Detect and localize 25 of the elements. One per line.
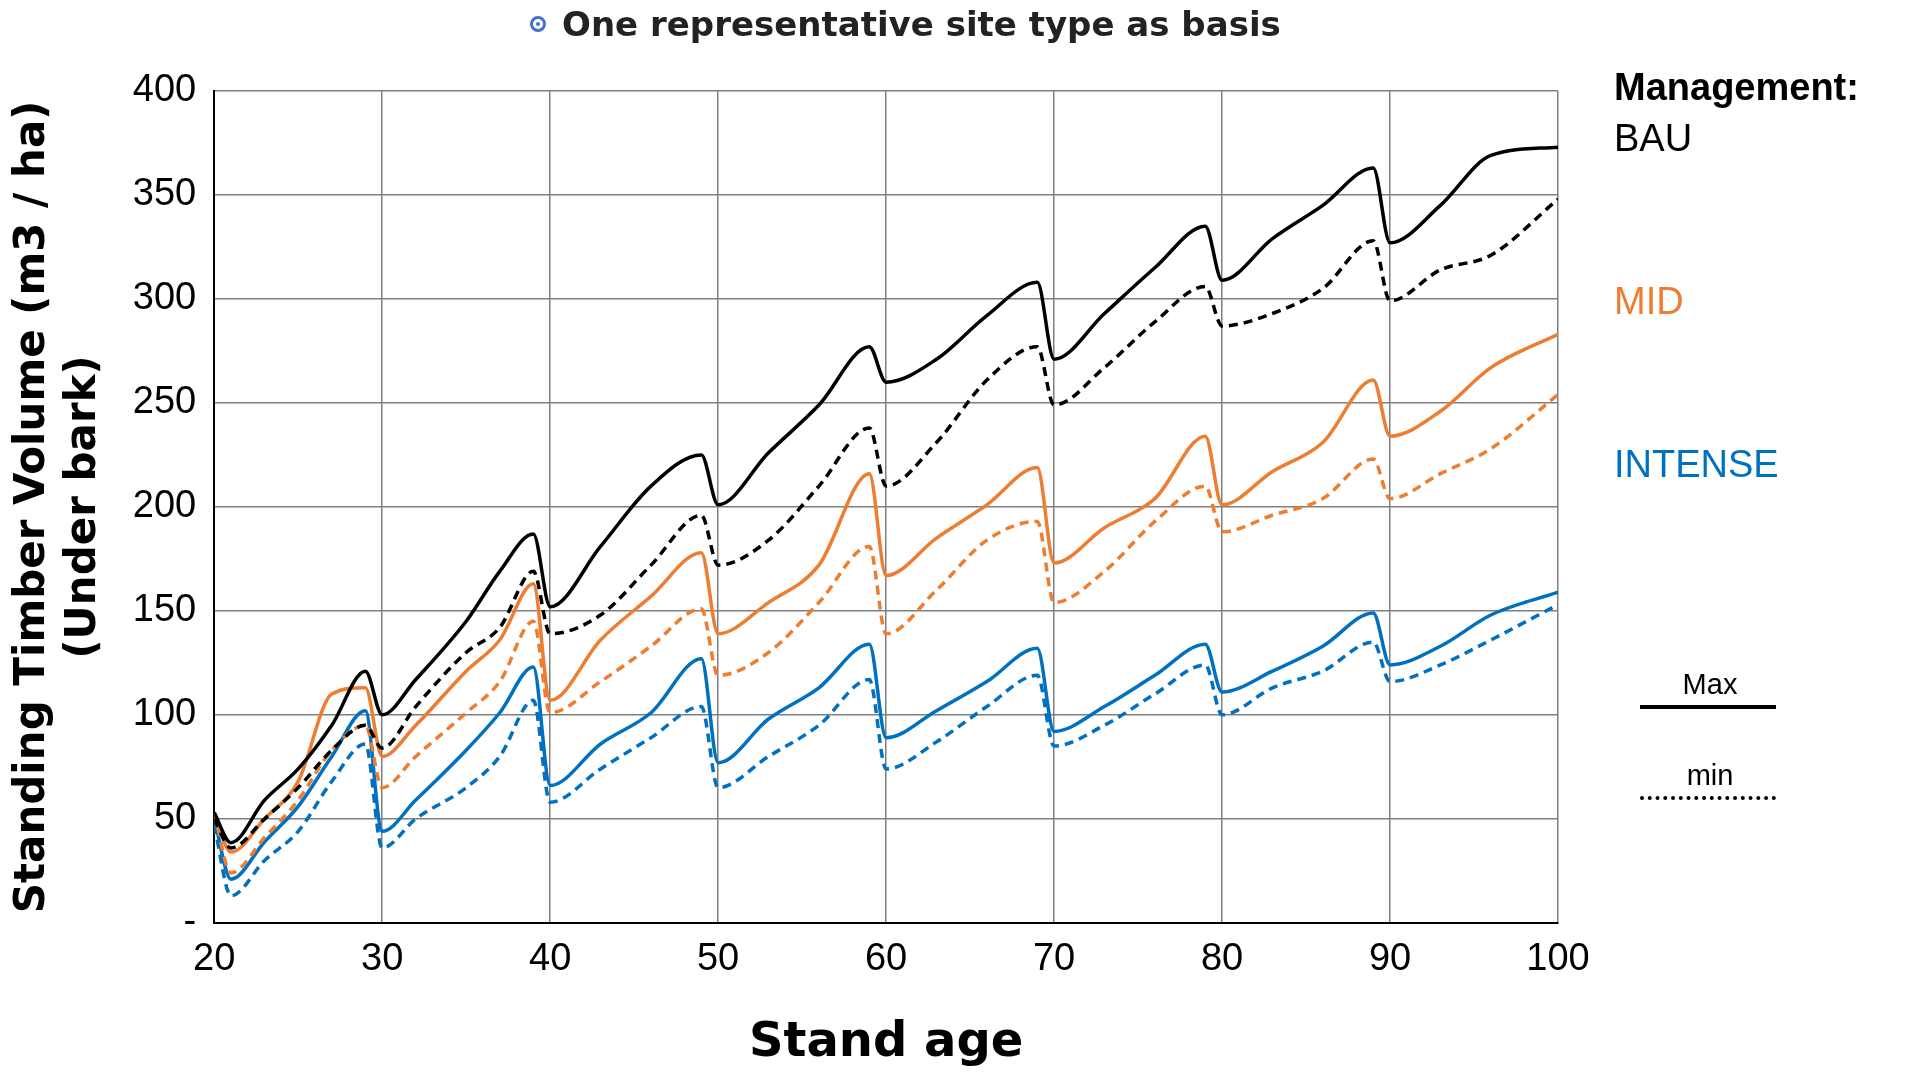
y-tick-label: 250 bbox=[132, 379, 197, 422]
x-tick-label: 100 bbox=[1526, 936, 1590, 979]
legend-title: Management: bbox=[1614, 66, 1859, 109]
y-tick-label: 350 bbox=[132, 171, 197, 214]
text: min bbox=[1685, 759, 1735, 792]
y-tick-label: 50 bbox=[153, 795, 197, 838]
y-tick-label: 100 bbox=[132, 691, 197, 734]
chart-title: One representative site type as basis bbox=[562, 4, 1281, 44]
x-tick-label: 60 bbox=[864, 936, 908, 979]
text: INTENSE bbox=[1614, 443, 1780, 486]
x-tick-label: 90 bbox=[1368, 936, 1412, 979]
y-axis-title: Standing Timber Volume (m3 / ha) (Under bark) bbox=[5, 100, 105, 914]
x-tick-label: 40 bbox=[529, 936, 572, 979]
y-tick-label: 200 bbox=[132, 483, 197, 526]
x-tick-label: 50 bbox=[696, 936, 740, 979]
y-tick-label: 400 bbox=[132, 67, 197, 110]
x-tick-label: 30 bbox=[361, 936, 404, 979]
x-axis-title: Stand age bbox=[748, 1010, 1024, 1067]
series-label: MID bbox=[1614, 280, 1685, 323]
x-tick-label: 80 bbox=[1200, 936, 1244, 979]
y-tick-label: 150 bbox=[132, 587, 197, 630]
text: Max bbox=[1681, 668, 1739, 701]
y-tick-label: 300 bbox=[132, 275, 197, 318]
x-tick-label: 70 bbox=[1032, 936, 1076, 979]
series-label: BAU bbox=[1614, 117, 1694, 160]
